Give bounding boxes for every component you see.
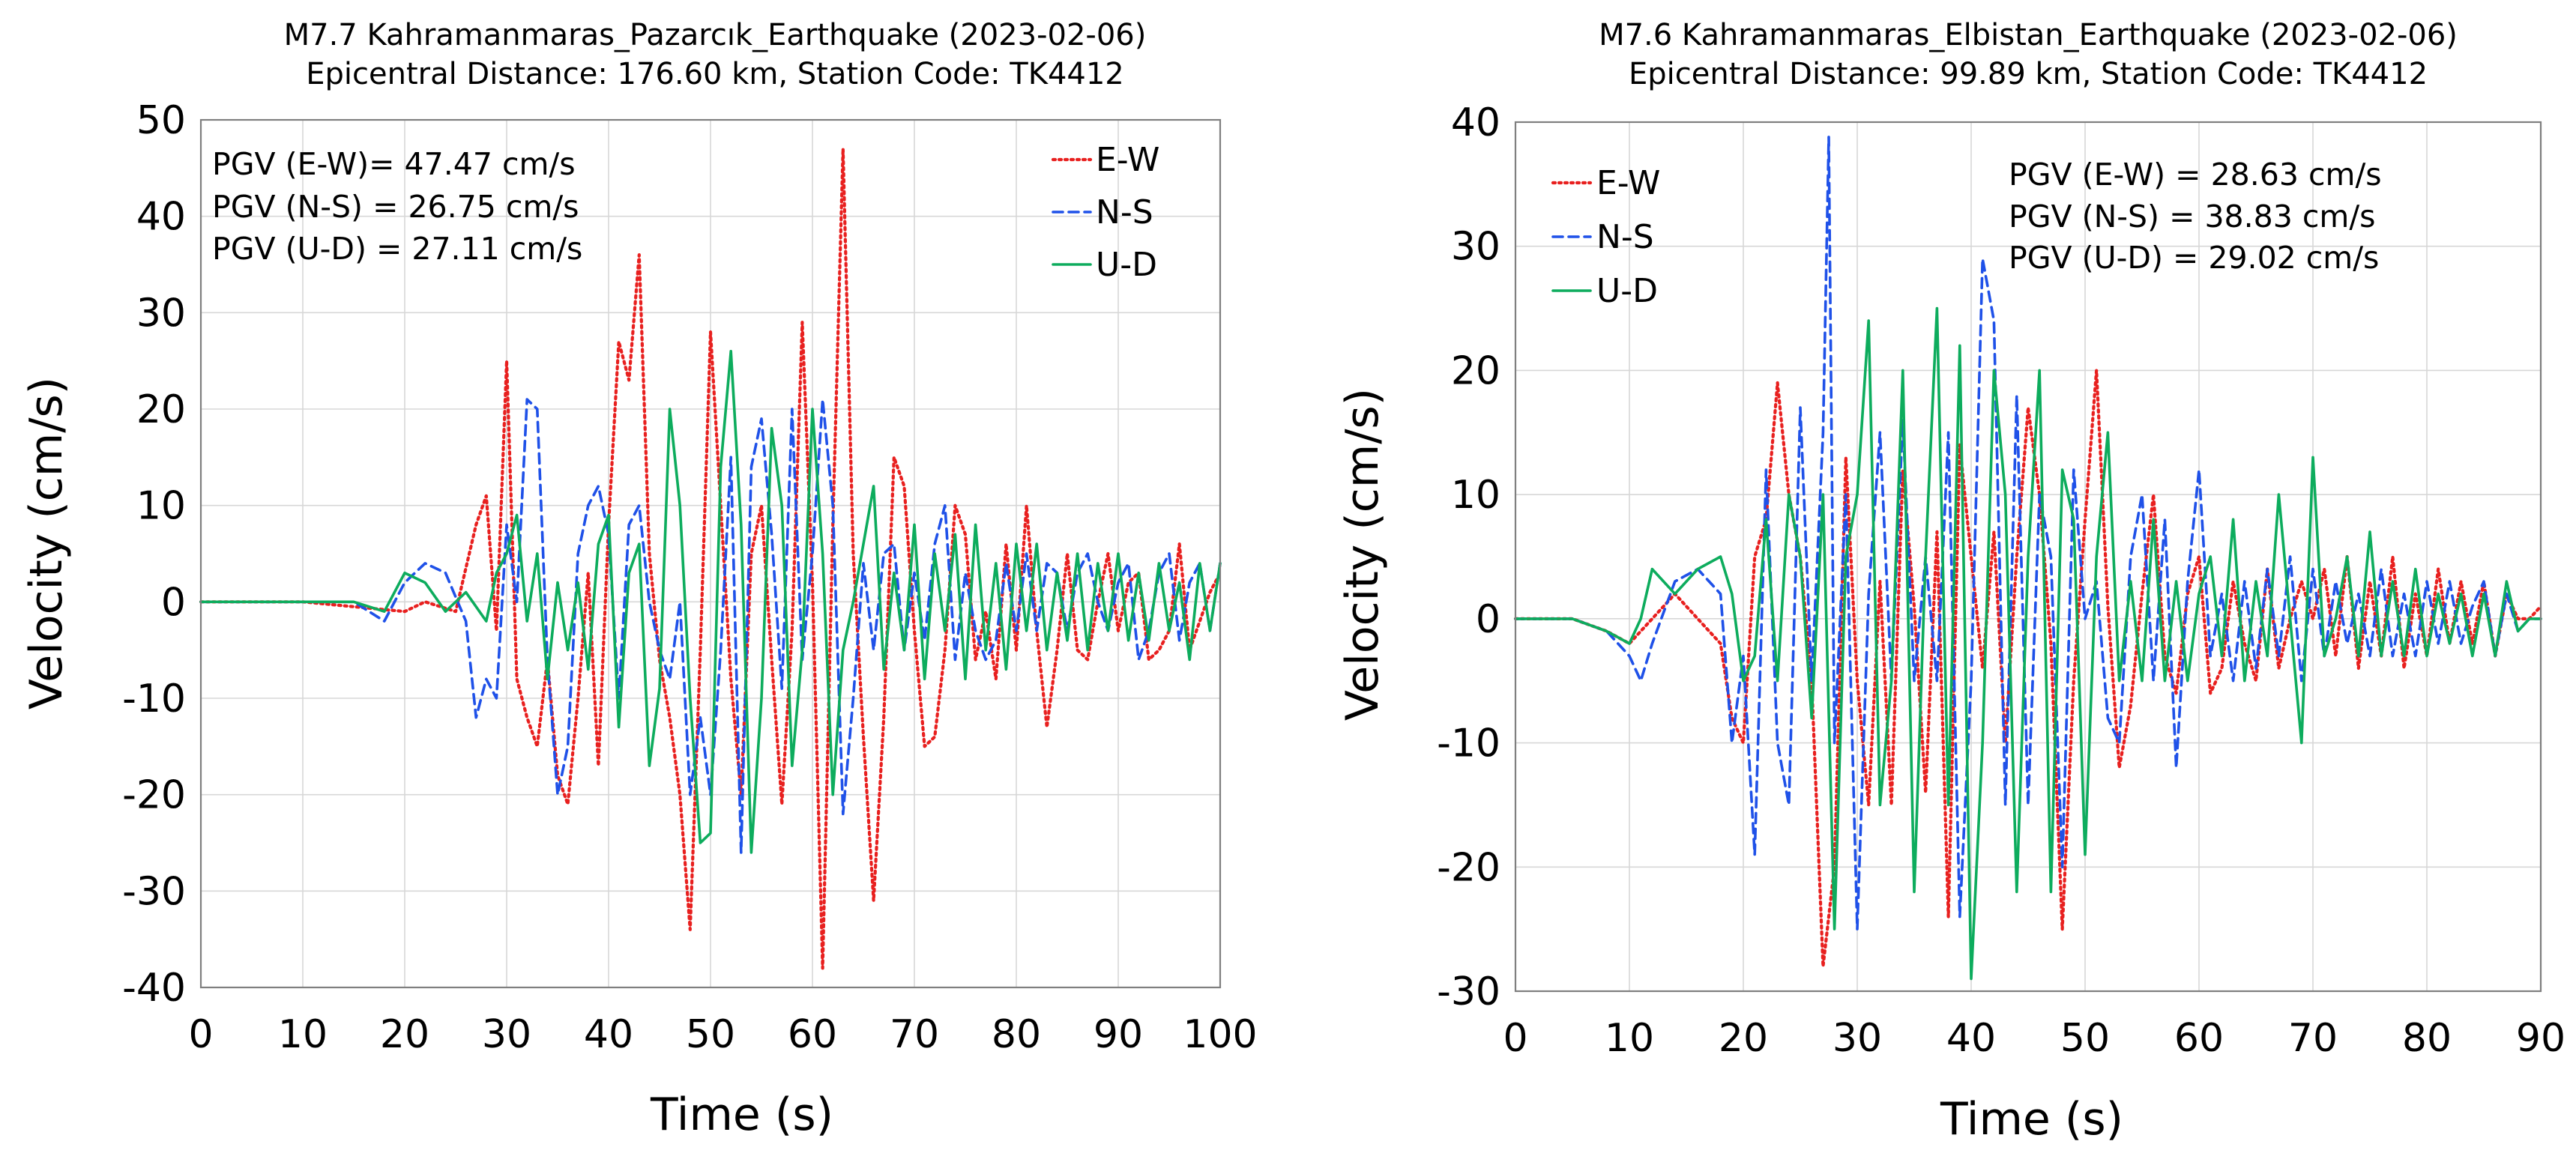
series-line-u-d bbox=[199, 349, 1222, 854]
x-tick-label: 50 bbox=[686, 1012, 735, 1057]
x-tick-label: 80 bbox=[2402, 1016, 2452, 1061]
chart-title: M7.7 Kahramanmaras_Pazarcık_Earthquake (… bbox=[284, 18, 1147, 52]
pgv-annotation: PGV (E-W)= 47.47 cm/s bbox=[212, 146, 576, 182]
legend-label-n-s: N-S bbox=[1096, 193, 1153, 232]
y-tick-label: 30 bbox=[1451, 225, 1500, 270]
y-tick-label: -20 bbox=[1437, 845, 1500, 890]
y-tick-labels: -40 -30 -20 -10 0 10 20 30 40 50 bbox=[122, 98, 186, 1011]
plot-frame bbox=[199, 118, 1222, 989]
x-tick-label: 0 bbox=[1503, 1016, 1527, 1061]
y-axis-label: Velocity (cm/s) bbox=[20, 377, 73, 709]
x-tick-label: 60 bbox=[2174, 1016, 2224, 1061]
x-tick-label: 70 bbox=[890, 1012, 939, 1057]
x-tick-label: 20 bbox=[1719, 1016, 1768, 1061]
x-axis-label: Time (s) bbox=[650, 1089, 833, 1141]
x-tick-label: 10 bbox=[278, 1012, 328, 1057]
pgv-annotations: PGV (E-W) = 28.63 cm/s PGV (N-S) = 38.83… bbox=[2009, 157, 2382, 276]
x-tick-label: 0 bbox=[188, 1012, 213, 1057]
y-tick-label: -30 bbox=[1437, 969, 1500, 1014]
series-line-e-w bbox=[1513, 369, 2543, 969]
y-tick-label: 30 bbox=[136, 291, 186, 336]
y-tick-label: -10 bbox=[1437, 721, 1500, 766]
pgv-annotation: PGV (U-D) = 27.11 cm/s bbox=[212, 231, 582, 267]
x-tick-label: 40 bbox=[1946, 1016, 1996, 1061]
y-tick-label: 20 bbox=[1451, 348, 1500, 393]
x-tick-label: 60 bbox=[788, 1012, 837, 1057]
y-tick-label: 40 bbox=[136, 195, 186, 240]
y-tick-label: -20 bbox=[122, 773, 186, 818]
x-tick-label: 70 bbox=[2288, 1016, 2338, 1061]
chart-subtitle: Epicentral Distance: 99.89 km, Station C… bbox=[1629, 57, 2428, 91]
x-tick-label: 90 bbox=[2516, 1016, 2566, 1061]
legend-label-u-d: U-D bbox=[1596, 272, 1658, 310]
chart-subtitle: Epicentral Distance: 176.60 km, Station … bbox=[306, 57, 1124, 91]
y-tick-label: 50 bbox=[136, 98, 186, 143]
y-tick-labels: -30 -20 -10 0 10 20 30 40 bbox=[1437, 100, 1500, 1014]
pgv-annotation: PGV (N-S) = 26.75 cm/s bbox=[212, 189, 579, 225]
x-tick-label: 100 bbox=[1183, 1012, 1257, 1057]
y-axis-label: Velocity (cm/s) bbox=[1336, 388, 1389, 721]
y-tick-label: -30 bbox=[122, 869, 186, 914]
legend-label-e-w: E-W bbox=[1596, 164, 1660, 202]
plot-traces bbox=[1513, 136, 2543, 981]
pgv-annotation: PGV (N-S) = 38.83 cm/s bbox=[2009, 199, 2376, 234]
series-line-n-s bbox=[199, 398, 1222, 854]
pgv-annotations: PGV (E-W)= 47.47 cm/s PGV (N-S) = 26.75 … bbox=[212, 146, 582, 267]
chart-elbistan: M7.6 Kahramanmaras_Elbistan_Earthquake (… bbox=[1336, 18, 2566, 1146]
x-tick-label: 20 bbox=[380, 1012, 429, 1057]
plot-frame bbox=[1514, 121, 2542, 993]
chart-pazarcik: M7.7 Kahramanmaras_Pazarcık_Earthquake (… bbox=[20, 18, 1258, 1141]
plot-traces bbox=[199, 147, 1222, 970]
y-tick-label: -40 bbox=[122, 966, 186, 1011]
series-line-u-d bbox=[1514, 306, 2542, 981]
y-tick-label: 0 bbox=[161, 580, 186, 625]
chart-legend: E-W N-S U-D bbox=[1051, 141, 1159, 284]
y-tick-label: 10 bbox=[1451, 473, 1500, 518]
legend-label-n-s: N-S bbox=[1596, 218, 1654, 256]
x-tick-label: 50 bbox=[2060, 1016, 2110, 1061]
x-tick-labels: 0 10 20 30 40 50 60 70 80 90 bbox=[1503, 1016, 2566, 1061]
x-tick-labels: 0 10 20 30 40 50 60 70 80 90 100 bbox=[188, 1012, 1257, 1057]
x-tick-label: 10 bbox=[1605, 1016, 1654, 1061]
x-tick-label: 40 bbox=[584, 1012, 633, 1057]
x-tick-label: 80 bbox=[992, 1012, 1041, 1057]
x-tick-label: 90 bbox=[1094, 1012, 1143, 1057]
y-tick-label: 20 bbox=[136, 387, 186, 432]
pgv-annotation: PGV (E-W) = 28.63 cm/s bbox=[2009, 157, 2382, 193]
y-tick-label: 10 bbox=[136, 484, 186, 529]
legend-label-u-d: U-D bbox=[1096, 246, 1157, 284]
y-tick-label: -10 bbox=[122, 677, 186, 721]
y-tick-label: 40 bbox=[1451, 100, 1500, 145]
legend-label-e-w: E-W bbox=[1096, 141, 1159, 179]
pgv-annotation: PGV (U-D) = 29.02 cm/s bbox=[2009, 240, 2379, 276]
y-tick-label: 0 bbox=[1476, 597, 1500, 642]
x-axis-label: Time (s) bbox=[1940, 1093, 2123, 1146]
chart-title: M7.6 Kahramanmaras_Elbistan_Earthquake (… bbox=[1599, 18, 2458, 52]
x-tick-label: 30 bbox=[482, 1012, 531, 1057]
x-tick-label: 30 bbox=[1833, 1016, 1882, 1061]
chart-legend: E-W N-S U-D bbox=[1551, 164, 1660, 310]
